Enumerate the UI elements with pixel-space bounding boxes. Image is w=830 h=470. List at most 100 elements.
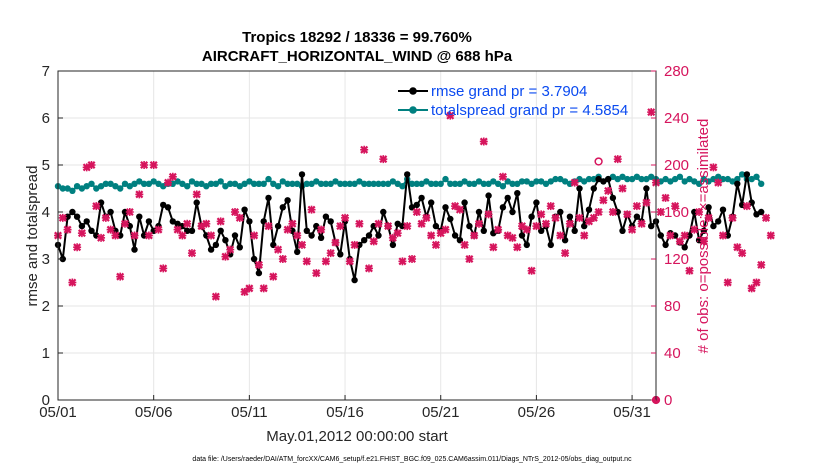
rmse-point [231,232,239,239]
totalspread-point [451,180,459,187]
obs-assimilated-marker [211,292,220,301]
obs-assimilated-marker [723,278,732,287]
totalspread-point [715,173,722,180]
obs-assimilated-marker [345,257,354,266]
obs-assimilated-marker [403,222,412,231]
obs-assimilated-marker [446,111,455,120]
obs-assimilated-marker [144,231,153,240]
totalspread-point [69,187,76,194]
rmse-point [265,194,272,202]
rmse-point [475,208,483,216]
totalspread-point [78,185,86,192]
totalspread-point [643,175,650,183]
right-axis: 0 40 80 120 160 200 240 280 [651,63,689,409]
totalspread-point [461,178,468,185]
obs-assimilated-marker [140,161,149,169]
right-tick-label: 120 [664,251,689,268]
totalspread-point [260,180,267,187]
obs-assimilated-marker [116,272,125,281]
totalspread-point [514,180,521,187]
obs-assimilated-marker [575,213,584,222]
totalspread-point [136,178,143,185]
totalspread-point [734,175,741,183]
obs-assimilated-marker [455,205,464,214]
totalspread-point [466,180,473,187]
chart-title-line1: Tropics 18292 / 18336 = 99.760% [242,29,472,46]
totalspread-point [490,178,497,185]
chart-title-line2: AIRCRAFT_HORIZONTAL_WIND @ 688 hPa [202,48,513,65]
rmse-point [217,227,224,234]
x-tick-label: 05/11 [231,404,267,421]
rmse-point [73,213,81,220]
totalspread-series [54,171,765,194]
rmse-point [595,175,602,183]
obs-assimilated-marker [336,222,345,231]
rmse-point [361,237,368,244]
totalspread-point [399,183,406,190]
obs-assimilated-marker [762,213,771,222]
totalspread-point [265,175,272,183]
obs-assimilated-marker [522,225,531,234]
obs-assimilated-marker [92,202,101,211]
obs-assimilated-marker [656,208,665,216]
rmse-point [145,218,153,225]
obs-assimilated-marker [628,225,637,234]
rmse-point [724,232,731,239]
rmse-point [327,218,334,225]
totalspread-point [337,180,344,187]
x-tick-label: 05/21 [422,404,460,421]
obs-assimilated-marker [58,213,67,222]
totalspread-point [241,180,248,187]
totalspread-point [155,180,162,187]
totalspread-point [370,180,377,187]
left-tick-label: 0 [42,392,50,409]
totalspread-point [475,178,483,185]
obs-assimilated-marker [250,231,259,240]
rmse-point [686,232,693,239]
rmse-point [169,218,176,225]
obs-assimilated-marker [541,219,550,228]
obs-assimilated-marker [192,190,201,199]
rmse-point [317,234,325,241]
totalspread-point [499,183,507,190]
rmse-point [600,178,607,185]
obs-assimilated-marker [637,219,646,228]
obs-assimilated-marker [479,137,488,146]
rmse-point [700,227,707,234]
totalspread-point [518,178,526,185]
right-tick-label: 80 [664,298,681,315]
obs-assimilated-marker [508,233,517,242]
totalspread-point [73,183,81,190]
totalspread-point [413,180,420,187]
rmse-point [576,185,583,192]
obs-assimilated-marker [546,202,555,211]
rmse-point [298,171,306,178]
obs-assimilated-marker [618,184,627,193]
obs-assimilated-marker [757,260,766,269]
obs-assimilated-marker [695,208,704,216]
left-tick-label: 6 [42,110,50,127]
totalspread-point [494,180,502,187]
rmse-point [131,246,138,253]
rmse-point [246,218,253,225]
x-tick-label: 05/16 [326,404,364,421]
totalspread-point [59,185,66,192]
rmse-point [389,241,397,249]
totalspread-point [365,180,373,187]
obs-assimilated-marker [408,255,417,263]
plot-frame [57,70,657,401]
obs-assimilated-marker [259,284,268,293]
obs-assimilated-marker [87,161,96,169]
totalspread-point [179,180,186,187]
left-tick-label: 3 [42,251,50,268]
left-axis: 0 1 2 3 4 5 6 7 [42,63,63,409]
obs-assimilated-marker [68,278,77,287]
legend-spread-marker [409,106,417,114]
obs-assimilated-marker [149,161,158,169]
totalspread-point [274,183,282,190]
totalspread-point [303,180,310,187]
obs-assimilated-marker [73,243,82,252]
obs-assimilated-marker [297,240,306,249]
totalspread-point [542,180,550,187]
rmse-point [255,269,263,277]
